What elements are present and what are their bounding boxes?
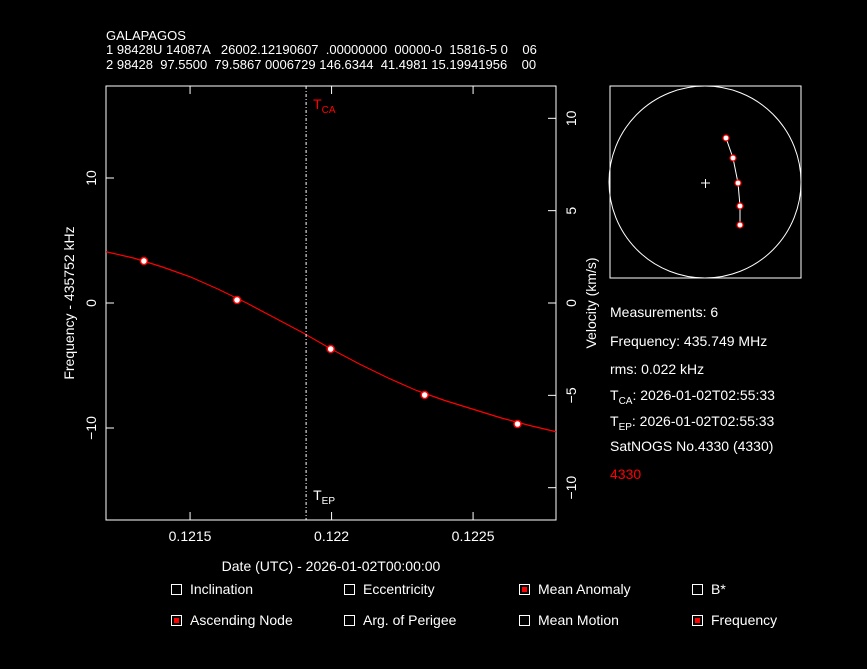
x-tick-label: 0.1215 [169, 528, 212, 544]
checkbox-label: Frequency [711, 612, 778, 628]
fit-curve [105, 251, 557, 433]
measurement-point [139, 256, 149, 266]
info-measurements: Measurements: 6 [610, 304, 719, 320]
y2-tick-label: 10 [563, 110, 579, 126]
checkbox-label: Inclination [190, 581, 254, 597]
checkbox-icon[interactable] [519, 583, 530, 595]
horizon-circle [608, 85, 802, 279]
measurement-point [232, 295, 242, 305]
checkbox-icon[interactable] [344, 614, 355, 626]
y2-axis-label: Velocity (km/s) [583, 257, 599, 348]
tle-line-1: 1 98428U 14087A 26002.12190607 .00000000… [106, 42, 537, 57]
checkbox-icon[interactable] [171, 614, 182, 626]
fit-checkbox-mean-anomaly[interactable]: Mean Anomaly [519, 581, 631, 597]
info-tca: TCA: 2026-01-02T02:55:33 [610, 387, 775, 407]
checkbox-label: Mean Motion [538, 612, 619, 628]
fit-checkbox-ascending-node[interactable]: Ascending Node [171, 612, 293, 628]
sky-track-point [722, 134, 730, 142]
x-tick-label: 0.1225 [452, 528, 495, 544]
fit-checkbox-eccentricity[interactable]: Eccentricity [344, 581, 435, 597]
x-tick-label: 0.122 [314, 528, 349, 544]
checkbox-label: Arg. of Perigee [363, 612, 457, 628]
y-axis-label: Frequency - 435752 kHz [61, 226, 77, 379]
y-tick-label: 10 [83, 170, 99, 186]
fit-checkbox-frequency[interactable]: Frequency [692, 612, 777, 628]
checkbox-icon[interactable] [692, 583, 703, 595]
y-tick-label: 0 [83, 299, 99, 307]
tep-marker-label: TEP [313, 487, 335, 507]
checkbox-icon[interactable] [519, 614, 530, 626]
checkbox-label: Mean Anomaly [538, 581, 631, 597]
info-tep: TEP: 2026-01-02T02:55:33 [610, 413, 775, 433]
checkbox-label: Eccentricity [363, 581, 435, 597]
sky-track-point [736, 221, 744, 229]
tca-marker-label: TCA [313, 96, 336, 116]
info-station: SatNOGS No.4330 (4330) [610, 438, 774, 454]
y2-tick-label: 5 [563, 207, 579, 215]
fit-checkbox-arg-of-perigee[interactable]: Arg. of Perigee [344, 612, 456, 628]
zenith-cross-icon [701, 179, 710, 188]
y2-tick-label: 0 [563, 299, 579, 307]
measurement-point [326, 344, 335, 354]
plot-frame [105, 85, 557, 521]
checkbox-icon[interactable] [692, 614, 703, 626]
y2-tick-label: −5 [563, 387, 579, 403]
fit-checkbox-inclination[interactable]: Inclination [171, 581, 253, 597]
x-axis-label: Date (UTC) - 2026-01-02T00:00:00 [222, 558, 441, 574]
info-frequency: Frequency: 435.749 MHz [610, 333, 768, 349]
checkbox-icon[interactable] [344, 583, 355, 595]
measurement-point [513, 419, 522, 429]
fit-checkbox-b[interactable]: B* [692, 581, 726, 597]
y2-tick-label: −10 [563, 476, 579, 500]
y-tick-label: −10 [83, 416, 99, 440]
info-rms: rms: 0.022 kHz [610, 361, 705, 377]
checkbox-label: Ascending Node [190, 612, 293, 628]
checkbox-icon[interactable] [171, 583, 182, 595]
sky-plot [608, 85, 802, 279]
sky-track-point [734, 179, 742, 187]
satellite-name: GALAPAGOS [106, 28, 186, 43]
tle-line-2: 2 98428 97.5500 79.5867 0006729 146.6344… [106, 57, 537, 72]
checkbox-label: B* [711, 581, 726, 597]
info-station-id: 4330 [610, 466, 642, 482]
fit-checkbox-mean-motion[interactable]: Mean Motion [519, 612, 619, 628]
sky-track-point [729, 154, 737, 162]
sky-track-point [736, 202, 744, 210]
measurement-point [420, 390, 429, 400]
